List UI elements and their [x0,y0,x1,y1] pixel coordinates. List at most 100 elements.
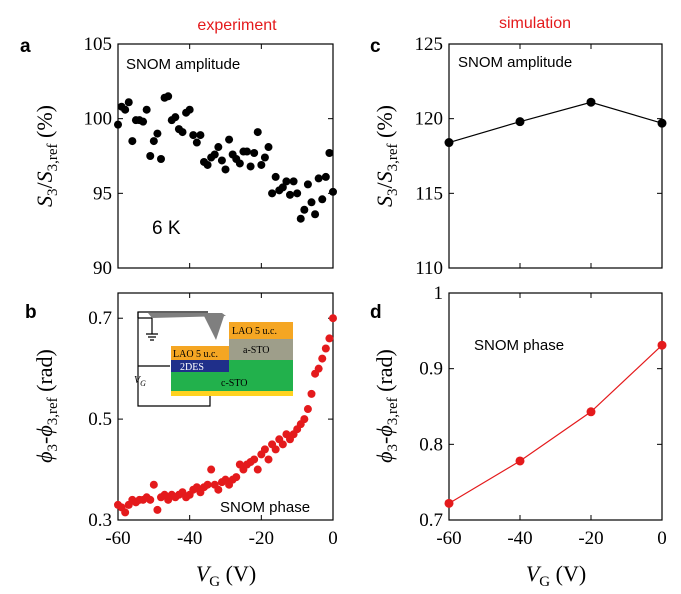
lao-left-label: LAO 5 u.c. [173,349,218,360]
twodes-layer [171,360,229,372]
data-point [214,143,223,152]
data-point [260,153,269,162]
data-point [444,498,454,508]
data-point [586,97,596,107]
xtick-label: -40 [507,528,532,549]
data-point [311,210,320,219]
panel-label-b: b [25,302,37,323]
data-point [149,480,158,489]
data-point [114,120,122,129]
data-point [268,189,277,198]
xtick-label: -60 [436,528,461,549]
data-point [515,456,525,466]
panel-label-a: a [20,36,31,57]
data-point [289,177,298,186]
xtick-label: -20 [249,528,274,549]
substrate-right-top [229,360,293,372]
data-point [515,117,525,127]
experiment-header: experiment [197,17,277,34]
data-point [157,154,165,163]
data-point [329,187,337,196]
xtick-label: -60 [105,528,130,549]
simulation-header: simulation [499,15,571,32]
data-point [207,465,216,474]
data-point [203,480,212,489]
series-line [448,101,663,144]
panel-label-c: c [370,36,381,57]
panel-c-amplitude-label: SNOM amplitude [458,54,572,71]
data-point [225,135,234,144]
data-point [657,118,667,128]
data-point [121,105,130,114]
a-sto-layer [229,339,293,360]
xtick-label: -20 [578,528,603,549]
circuit-wire [137,312,211,407]
tip-wire [137,311,208,318]
data-point [303,405,312,414]
device-schematic-inset: VG LAO 5 u.c. a-STO LAO 5 u.c. 2DES c-ST… [134,311,293,407]
twodes-label: 2DES [180,362,204,373]
data-point [246,162,255,171]
data-point [146,152,155,160]
data-point [293,189,302,198]
data-point [210,150,219,159]
xtick-label: 0 [657,528,667,549]
panel-b-plot: 0.3 0.5 0.7 -60 -40 -20 0 [88,293,338,549]
data-point [300,205,309,214]
data-point [253,128,262,137]
data-point [217,156,226,165]
panel-d-ylabel: ϕ3-ϕ3,ref (rad) [372,349,401,463]
panel-a-ylabel: S3/S3,ref (%) [32,105,61,207]
data-point [243,147,251,156]
data-point [178,128,187,137]
data-point [657,340,667,350]
ytick-label: 105 [84,34,113,55]
ytick-label: 100 [84,109,113,130]
data-point [325,149,334,158]
data-point [321,172,330,181]
data-point [271,172,280,181]
series-line [448,344,663,504]
panel-a-frame [117,43,334,269]
xtick-label: -40 [177,528,202,549]
data-point [250,149,259,158]
panel-b-ylabel: ϕ3-ϕ3,ref (rad) [32,349,61,463]
data-point [318,354,327,363]
lao-left-layer [171,346,229,360]
data-point [314,364,323,373]
data-point [278,440,287,449]
gate-voltage-label: VG [134,375,146,388]
ytick-label: 0.7 [88,308,112,329]
a-sto-label: a-STO [243,345,269,356]
panel-b-phase-label: SNOM phase [220,499,310,516]
ytick-label: 125 [415,34,444,55]
ground-wire [138,317,153,334]
data-point [586,407,596,417]
ytick-label: 110 [415,258,443,279]
data-point [260,445,269,454]
data-point [278,183,287,192]
data-point [146,495,155,504]
panel-label-d: d [370,302,382,323]
data-point [221,165,230,174]
ytick-label: 0.5 [88,409,112,430]
ytick-label: 115 [415,183,443,204]
data-point [307,198,316,207]
cantilever [148,313,226,318]
snom-tip-icon [204,316,224,340]
ground-icon [146,333,158,341]
ytick-label: 0.8 [419,434,443,455]
data-point [253,465,262,474]
data-point [286,190,294,199]
data-point [164,92,173,101]
panel-d-xlabel: VG (V) [526,561,586,590]
back-gate-layer [171,391,293,396]
panel-d-plot: 0.7 0.8 0.9 1 -60 -40 -20 0 [419,283,667,549]
data-point [153,129,162,138]
data-point [235,159,244,168]
data-point [203,160,212,169]
lao-top-layer [229,322,293,339]
ytick-label: 0.9 [419,359,443,380]
panel-a-temperature-label: 6 K [152,218,181,239]
